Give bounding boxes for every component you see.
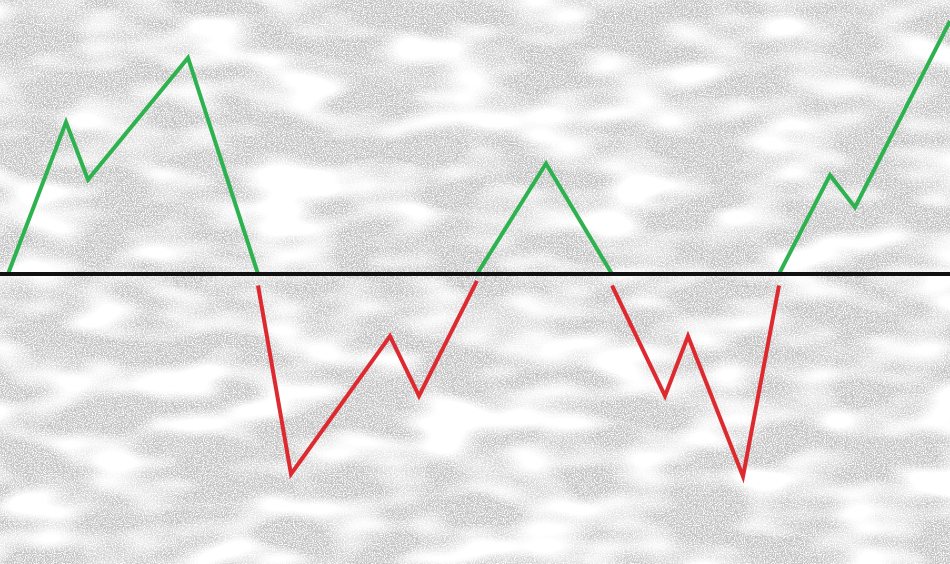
series-line-2-below — [256, 279, 479, 480]
series-line-5-above — [777, 20, 950, 275]
series-line-1-above — [6, 53, 260, 275]
series-layer — [6, 20, 950, 484]
series-line-4-below — [610, 284, 781, 484]
series-line-3-above — [475, 159, 614, 276]
